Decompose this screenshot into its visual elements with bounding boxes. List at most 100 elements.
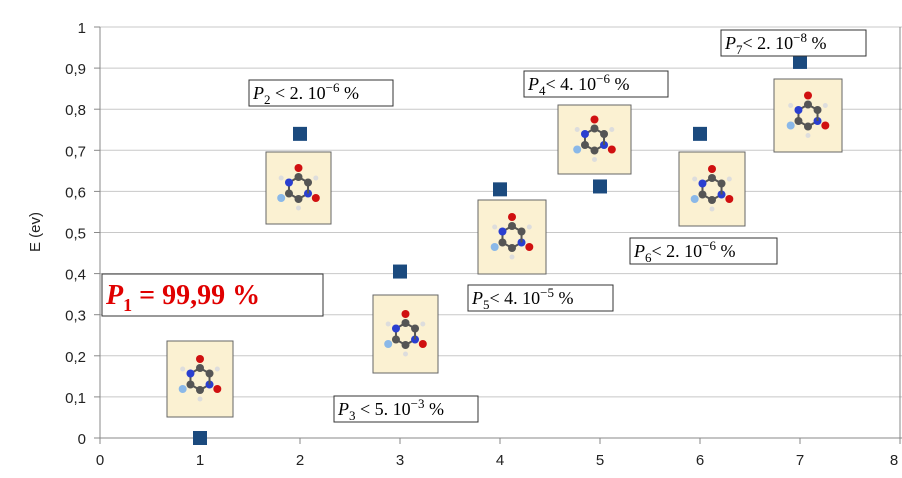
atom bbox=[498, 227, 507, 236]
annotation-text: < 2. 10 bbox=[743, 33, 794, 53]
atom bbox=[391, 335, 400, 344]
atom bbox=[284, 189, 293, 198]
annotation-box bbox=[248, 79, 394, 107]
annotation-p: P bbox=[633, 241, 645, 261]
atom bbox=[498, 238, 507, 247]
atom bbox=[821, 121, 830, 130]
atom bbox=[401, 310, 410, 318]
annotation-sub: 5 bbox=[483, 297, 490, 312]
annotation-text: < 2. 10 bbox=[271, 83, 326, 103]
atom bbox=[708, 174, 716, 182]
x-tick-label: 2 bbox=[296, 452, 304, 469]
annotation-text: < 5. 10 bbox=[356, 399, 411, 419]
x-tick-label: 8 bbox=[890, 452, 898, 469]
annotation-end: % bbox=[554, 288, 574, 308]
atom bbox=[213, 385, 222, 393]
atom bbox=[607, 145, 616, 154]
atom bbox=[178, 385, 187, 393]
atom bbox=[313, 175, 319, 181]
x-tick-label: 6 bbox=[696, 452, 704, 469]
atom bbox=[311, 194, 320, 202]
atom bbox=[401, 319, 410, 327]
atom bbox=[294, 195, 303, 203]
y-tick-label: 0,8 bbox=[65, 102, 86, 119]
annotation: P7< 2. 10−8 % bbox=[724, 30, 827, 57]
annotation-end: % bbox=[610, 74, 630, 94]
annotation-sup: −6 bbox=[702, 238, 716, 253]
atom bbox=[590, 146, 599, 155]
atom bbox=[574, 127, 580, 132]
atom bbox=[708, 196, 716, 204]
y-tick-label: 0,6 bbox=[65, 184, 86, 201]
annotation-p: P bbox=[337, 399, 349, 419]
atom bbox=[197, 396, 203, 402]
y-tick-label: 0,2 bbox=[65, 349, 86, 366]
atom bbox=[600, 130, 609, 138]
annotation: P1 = 99,99 % bbox=[105, 280, 260, 315]
y-tick-label: 0,9 bbox=[65, 61, 86, 78]
x-tick-label: 3 bbox=[396, 452, 404, 469]
atom bbox=[508, 213, 516, 221]
atom bbox=[794, 106, 803, 114]
annotation-sub: 6 bbox=[645, 250, 652, 265]
atom bbox=[490, 243, 499, 251]
annotation-p: P bbox=[471, 288, 483, 308]
molecule-image bbox=[166, 340, 234, 418]
atom bbox=[304, 178, 313, 187]
annotation-box bbox=[720, 29, 867, 57]
annotation-p: P bbox=[527, 74, 539, 94]
y-tick-label: 0,7 bbox=[65, 143, 86, 160]
annotation-sup: −6 bbox=[596, 71, 610, 86]
atom bbox=[525, 243, 534, 251]
x-tick-label: 5 bbox=[596, 452, 604, 469]
annotation-text: < 4. 10 bbox=[546, 74, 597, 94]
annotation-sub: 2 bbox=[264, 92, 271, 107]
atom bbox=[609, 127, 615, 132]
atom bbox=[384, 340, 393, 348]
annotation: P3 < 5. 10−3 % bbox=[337, 396, 444, 423]
y-axis-label: E (ev) bbox=[27, 212, 44, 252]
annotation-sup: −5 bbox=[540, 285, 554, 300]
atom bbox=[804, 100, 812, 109]
atom bbox=[411, 324, 420, 333]
atom bbox=[580, 141, 589, 149]
atom bbox=[180, 366, 186, 372]
x-tick-label: 0 bbox=[96, 452, 104, 469]
atom bbox=[717, 179, 726, 188]
annotation-sub: 1 bbox=[123, 295, 132, 315]
annotation-sup: −3 bbox=[411, 396, 425, 411]
atom bbox=[186, 369, 195, 378]
y-tick-label: 1 bbox=[78, 20, 86, 37]
atom bbox=[284, 178, 293, 187]
molecule-image bbox=[773, 78, 843, 153]
atom bbox=[401, 341, 410, 349]
point bbox=[393, 264, 407, 279]
annotation-end: % bbox=[807, 33, 827, 53]
atom bbox=[788, 103, 794, 108]
atom bbox=[403, 351, 408, 357]
atom bbox=[196, 364, 204, 372]
point bbox=[293, 126, 307, 141]
atom bbox=[813, 106, 822, 114]
x-tick-label: 4 bbox=[496, 452, 504, 469]
atom bbox=[590, 124, 599, 133]
atom bbox=[698, 190, 707, 199]
molecule-image bbox=[477, 199, 547, 275]
point bbox=[793, 54, 807, 69]
molecule-image bbox=[557, 104, 632, 175]
point bbox=[193, 431, 207, 445]
point bbox=[493, 182, 507, 197]
atom bbox=[205, 369, 214, 378]
atom bbox=[391, 324, 400, 333]
atom bbox=[385, 321, 391, 327]
annotation-text: < 2. 10 bbox=[652, 241, 703, 261]
atom bbox=[196, 355, 204, 363]
annotation-box bbox=[523, 70, 669, 98]
annotation-p: P bbox=[105, 280, 124, 311]
annotation: P5< 4. 10−5 % bbox=[471, 285, 574, 312]
atom bbox=[822, 103, 828, 108]
y-tick-label: 0 bbox=[78, 431, 86, 448]
atom bbox=[517, 227, 526, 236]
point bbox=[593, 179, 607, 194]
annotation: P6< 2. 10−6 % bbox=[633, 238, 736, 265]
